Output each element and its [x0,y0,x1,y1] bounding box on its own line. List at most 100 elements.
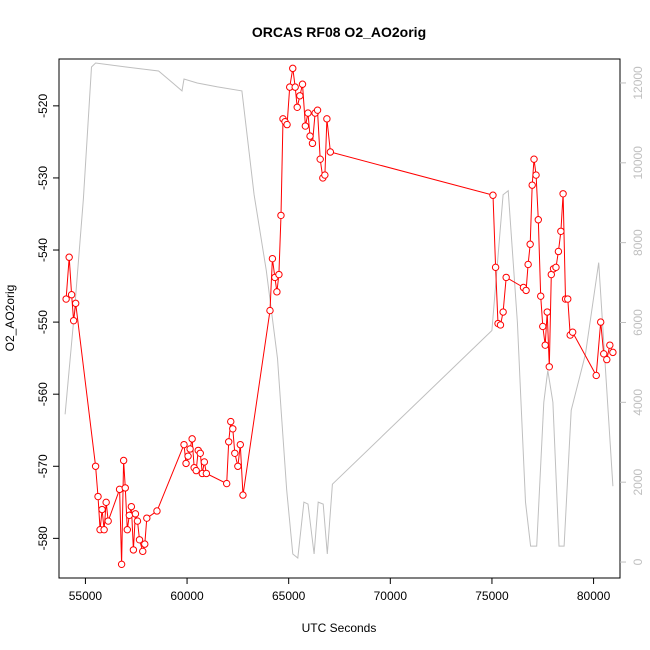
x-tick-label: 60000 [170,589,204,603]
series-layer [62,62,617,569]
data-point [600,350,608,358]
data-point [534,216,542,224]
data-point [180,440,188,449]
data-point [62,295,70,303]
data-point [225,438,233,446]
data-point [321,171,329,179]
data-point [289,64,297,73]
data-point [530,155,538,163]
data-point [539,322,547,331]
data-point [200,458,209,466]
data-point [499,308,507,316]
data-point [129,546,138,554]
data-point [69,316,78,325]
data-point [304,109,312,117]
data-point [139,547,147,556]
data-point [98,505,106,514]
data-point [102,498,110,507]
data-point [496,321,505,329]
data-point [609,348,617,357]
data-point [94,492,102,501]
data-point [125,511,134,519]
data-point [188,435,196,443]
y2-tick-label: 12000 [631,66,645,100]
data-point [559,190,567,198]
data-point [301,122,310,130]
data-point [275,270,283,279]
data-point [234,462,242,470]
data-point [186,445,194,453]
data-point [222,479,231,488]
data-point [291,83,299,91]
y-tick-label: -570 [36,454,50,478]
data-point [100,526,108,534]
data-point [543,308,551,316]
data-point [293,103,301,111]
y2-tick-label: 4000 [631,389,645,416]
data-point [283,120,291,129]
data-point [537,292,545,300]
y-axis-label: O2_AO2orig [3,285,17,352]
data-point [502,273,510,282]
y-tick-label: -520 [36,94,50,118]
data-point [104,517,112,525]
y-tick-label: -580 [36,526,50,550]
data-point [236,440,245,449]
data-point [231,449,239,457]
chart-title: ORCAS RF08 O2_AO2orig [252,24,426,40]
data-point [239,491,247,499]
y2-tick-label: 8000 [631,229,645,256]
x-axis-label: UTC Seconds [302,621,377,635]
y-tick-label: -530 [36,166,50,190]
data-point [306,132,314,140]
data-point [65,253,73,261]
x-tick-label: 65000 [272,589,306,603]
data-point [557,227,565,235]
data-point [135,536,144,544]
y-tick-label: -550 [36,310,50,334]
data-point [568,328,577,336]
data-point [596,318,605,326]
data-point [541,341,549,349]
data-point [133,517,142,525]
data-point [71,299,80,308]
data-point [603,355,611,364]
data-point [131,510,140,518]
data-point [308,139,317,148]
data-point [564,295,572,303]
data-point [296,92,304,100]
data-point [277,211,285,220]
y2-tick-label: 10000 [631,146,645,180]
plot-area-frame [58,58,621,579]
x-tick-label: 55000 [69,589,103,603]
data-point [182,459,190,468]
data-point [119,456,128,465]
data-point [524,260,532,269]
data-point [153,507,161,515]
y2-tick-label: 0 [631,558,645,565]
data-point [196,449,204,457]
data-point [528,181,536,189]
data-point [123,526,131,534]
data-point [606,341,614,349]
x-axis: 55000 60000 65000 70000 75000 80000 [69,578,611,603]
data-point [117,560,126,569]
data-point [316,155,324,163]
y2-tick-label: 2000 [631,469,645,496]
secondary-y-axis: 0 2000 4000 6000 8000 10000 12000 [620,66,645,565]
data-point [268,254,277,263]
data-point [141,540,149,548]
data-point [522,286,530,295]
y-axis: -580 -570 -560 -550 -540 -530 -520 [36,94,59,550]
data-point [229,425,237,433]
data-point [266,306,274,315]
x-tick-label: 80000 [577,589,611,603]
data-point [545,363,553,371]
data-point [127,502,136,511]
data-point [489,191,497,199]
data-point [202,469,211,478]
y-tick-label: -540 [36,238,50,262]
data-point [592,371,600,380]
